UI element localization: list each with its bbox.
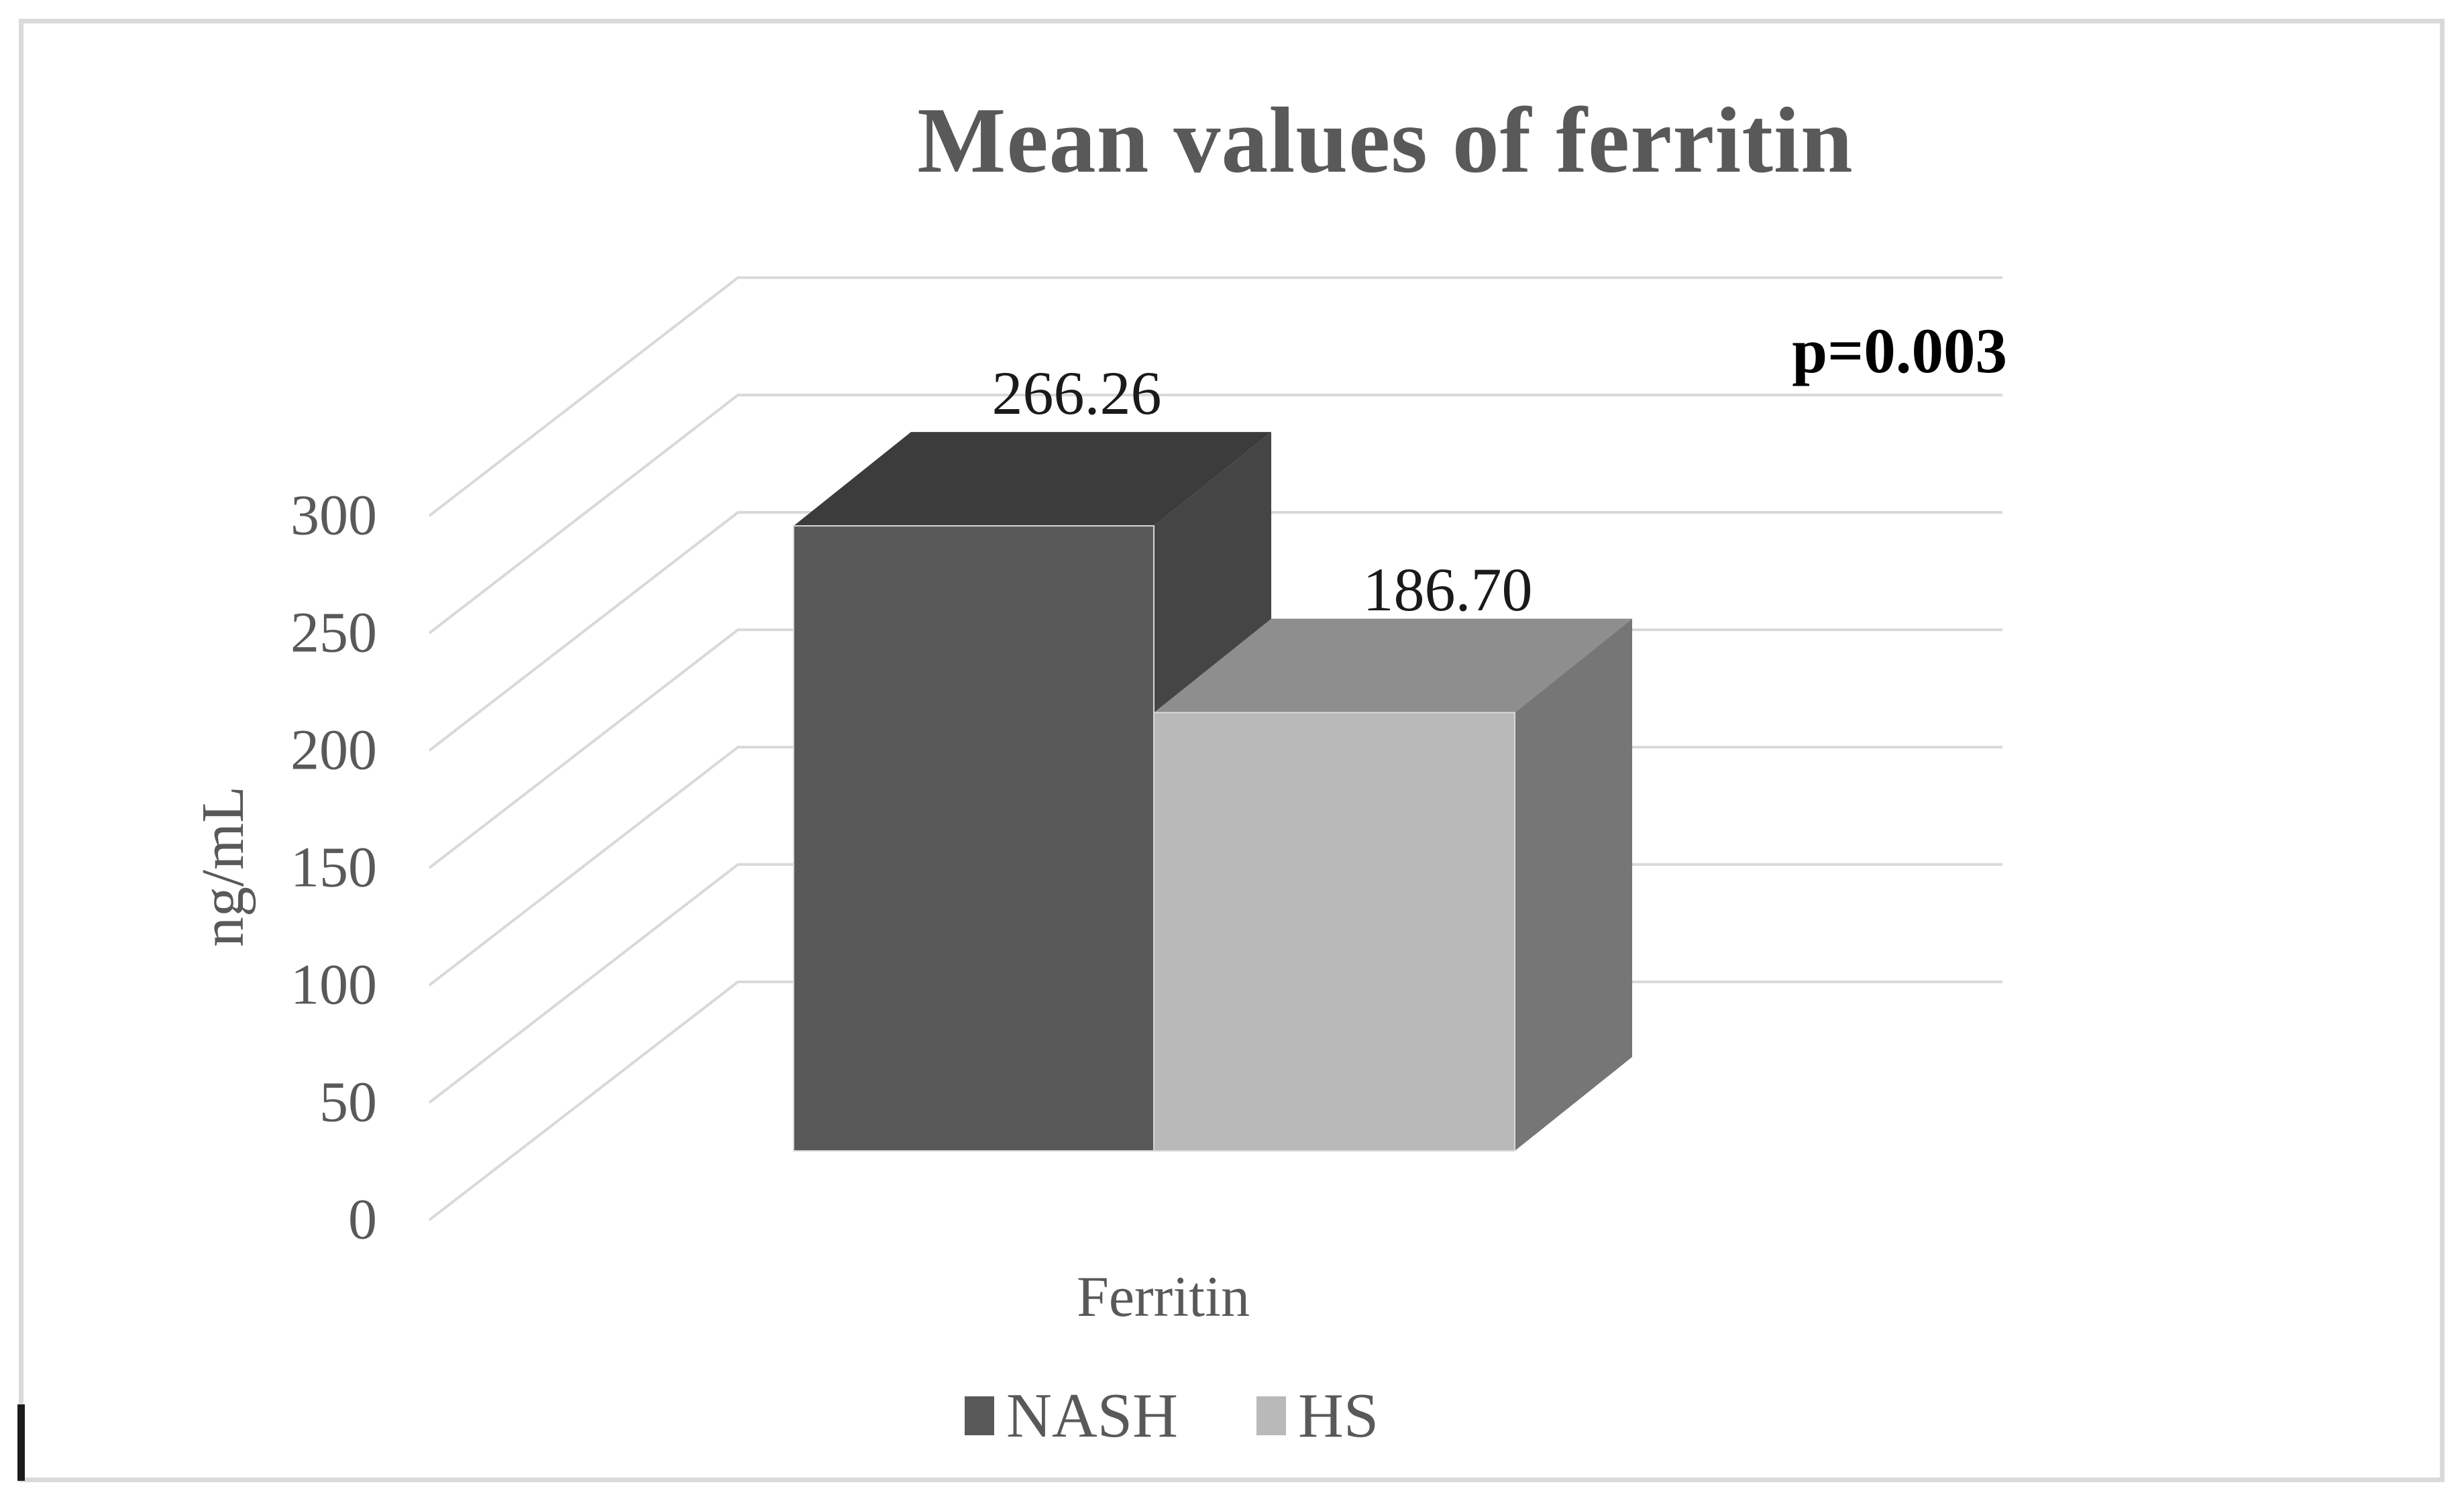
hs-bar-front-face [1153,712,1515,1152]
x-axis-category-label: Ferritin [1077,1264,1250,1329]
y-tick-label-300: 300 [290,482,377,547]
legend-label-nash: NASH [1006,1381,1178,1451]
nash-bar-top-face [794,432,1271,526]
y-tick-label-0: 0 [348,1186,377,1251]
nash-bar-front-face [793,525,1155,1152]
y-axis-title: ng/mL [190,786,256,947]
chart-title: Mean values of ferritin [917,89,1854,192]
text-cursor [17,1404,25,1481]
data-label-nash: 266.26 [992,359,1162,427]
y-tick-label-150: 150 [290,834,377,899]
hs-bar-side-face [1515,618,1632,1151]
gridline [428,394,2002,634]
y-tick-label-50: 50 [319,1069,377,1134]
hs-bar-top-face [1154,618,1632,713]
y-tick-label-100: 100 [290,952,377,1017]
y-tick-label-200: 200 [290,717,377,782]
p-value-annotation: p=0.003 [1792,315,2007,386]
y-tick-label-250: 250 [290,600,377,665]
gridline [428,276,2002,517]
legend-label-hs: HS [1298,1381,1379,1451]
chart-area-border [19,19,2445,1482]
legend: NASH HS [0,1384,2464,1458]
data-label-hs: 186.70 [1362,555,1533,624]
legend-swatch-hs [1256,1396,1286,1435]
gridline [428,511,2002,752]
legend-swatch-nash [965,1396,994,1435]
